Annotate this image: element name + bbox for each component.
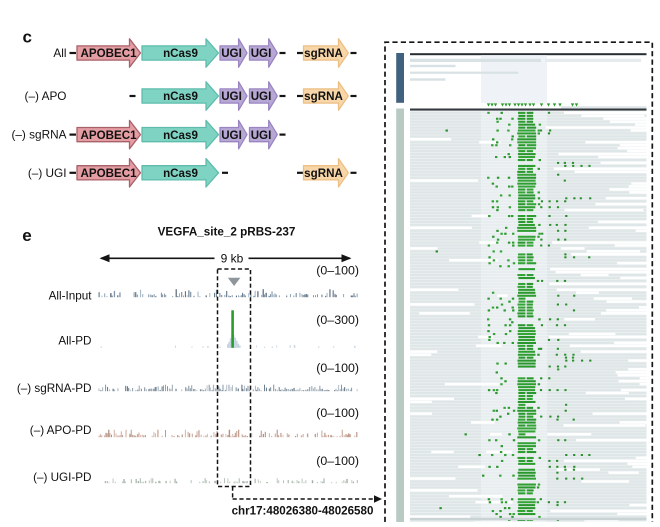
svg-text:APOBEC1: APOBEC1 <box>80 129 137 142</box>
svg-text:UGI: UGI <box>221 90 242 103</box>
svg-text:UGI: UGI <box>251 90 272 103</box>
svg-text:UGI: UGI <box>221 129 242 142</box>
svg-text:(0–300): (0–300) <box>316 313 359 327</box>
svg-text:(0–100): (0–100) <box>316 406 359 420</box>
svg-text:VEGFA_site_2 pRBS-237: VEGFA_site_2 pRBS-237 <box>158 226 296 239</box>
svg-text:UGI: UGI <box>221 47 242 60</box>
svg-text:sgRNA: sgRNA <box>304 167 343 180</box>
svg-text:sgRNA: sgRNA <box>304 90 343 103</box>
svg-text:nCas9: nCas9 <box>163 167 198 180</box>
svg-text:(0–100): (0–100) <box>316 361 359 375</box>
svg-text:9 kb: 9 kb <box>221 252 244 266</box>
svg-text:UGI: UGI <box>251 47 272 60</box>
svg-text:(–) UGI-PD: (–) UGI-PD <box>33 471 91 484</box>
svg-text:(–) sgRNA: (–) sgRNA <box>11 128 66 142</box>
svg-text:e: e <box>22 226 31 245</box>
svg-text:sgRNA: sgRNA <box>304 47 343 60</box>
svg-text:APOBEC1: APOBEC1 <box>80 47 137 60</box>
svg-text:UGI: UGI <box>251 129 272 142</box>
svg-text:(0–100): (0–100) <box>316 454 359 468</box>
svg-text:(–) sgRNA-PD: (–) sgRNA-PD <box>17 382 92 395</box>
svg-text:All-PD: All-PD <box>58 334 91 347</box>
svg-text:(–) APO-PD: (–) APO-PD <box>30 424 92 437</box>
svg-text:nCas9: nCas9 <box>163 47 198 60</box>
svg-text:(–) APO: (–) APO <box>25 89 67 103</box>
svg-text:(0–100): (0–100) <box>316 264 359 278</box>
svg-text:All-Input: All-Input <box>49 290 93 303</box>
svg-text:APOBEC1: APOBEC1 <box>80 167 137 180</box>
svg-text:nCas9: nCas9 <box>163 90 198 103</box>
svg-text:(–) UGI: (–) UGI <box>28 166 67 180</box>
svg-text:All: All <box>53 46 66 60</box>
svg-text:nCas9: nCas9 <box>163 129 198 142</box>
svg-text:chr17:48026380-48026580: chr17:48026380-48026580 <box>232 505 374 518</box>
svg-text:c: c <box>23 27 32 46</box>
